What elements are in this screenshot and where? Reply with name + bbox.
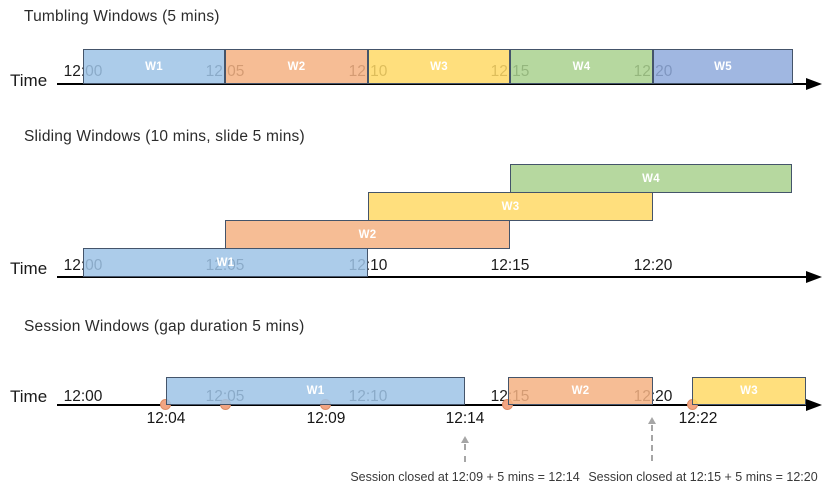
tumbling-window-w3: W3	[368, 49, 510, 84]
sliding-window-w1: W1	[83, 248, 368, 277]
annotation-arrow-icon	[460, 436, 470, 462]
sliding-title: Sliding Windows (10 mins, slide 5 mins)	[24, 128, 305, 145]
window-label: W5	[714, 60, 732, 73]
tumbling-window-w2: W2	[225, 49, 368, 84]
timeline-arrow-icon	[806, 399, 822, 411]
timeline-arrow-icon	[806, 271, 822, 283]
event-callout-1204: 12:04	[146, 410, 186, 427]
tumbling-timeline	[57, 83, 812, 85]
window-label: W1	[216, 256, 235, 269]
sliding-time-axis-label: Time	[10, 259, 48, 278]
sliding-timeline	[57, 276, 812, 278]
session-title: Session Windows (gap duration 5 mins)	[24, 318, 305, 335]
window-label: W1	[145, 60, 163, 73]
tumbling-window-w4: W4	[510, 49, 653, 84]
event-callout-1214: 12:14	[445, 410, 485, 427]
sliding-window-w3: W3	[368, 192, 653, 221]
event-callout-1209: 12:09	[306, 410, 346, 427]
sliding-window-w2: W2	[225, 220, 510, 249]
timeline-arrow-icon	[806, 78, 822, 90]
tumbling-window-w5: W5	[653, 49, 793, 84]
window-label: W2	[571, 385, 590, 397]
tumbling-time-axis-label: Time	[10, 71, 48, 90]
window-label: W4	[572, 60, 591, 73]
window-label: W3	[740, 385, 758, 397]
window-label: W2	[358, 228, 377, 241]
tumbling-title: Tumbling Windows (5 mins)	[24, 8, 220, 25]
session-tick-1200: 12:00	[63, 388, 103, 405]
session-window-w1: W1	[166, 377, 465, 405]
window-label: W2	[287, 60, 306, 73]
window-label: W1	[306, 385, 325, 397]
session-close-annotation-1: Session closed at 12:09 + 5 mins = 12:14	[350, 470, 580, 484]
window-label: W3	[501, 200, 520, 213]
window-label: W4	[642, 172, 660, 185]
sliding-window-w4: W4	[510, 164, 792, 193]
session-close-annotation-2: Session closed at 12:15 + 5 mins = 12:20	[588, 470, 818, 484]
event-callout-1222: 12:22	[678, 410, 718, 427]
window-label: W3	[430, 60, 448, 73]
sliding-tick-1215: 12:15	[490, 257, 530, 274]
annotation-arrow-icon	[647, 417, 657, 461]
tumbling-window-w1: W1	[83, 49, 225, 84]
session-window-w3: W3	[692, 377, 806, 405]
session-time-axis-label: Time	[10, 387, 48, 406]
sliding-tick-1220: 12:20	[633, 257, 673, 274]
session-window-w2: W2	[508, 377, 653, 405]
session-timeline	[57, 404, 812, 406]
